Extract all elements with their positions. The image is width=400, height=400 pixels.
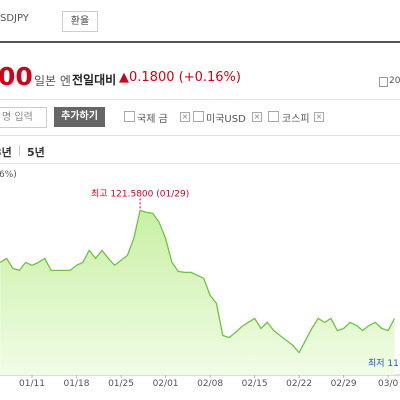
divider [0, 99, 400, 100]
min-label: 최저 11 [368, 358, 399, 369]
separator [19, 145, 20, 156]
divider [0, 135, 400, 136]
x-tick-label: 02/01 [153, 379, 179, 389]
line [0, 209, 396, 354]
price: 00 [0, 62, 33, 91]
checkbox[interactable] [124, 111, 135, 122]
checkbox[interactable] [268, 111, 279, 122]
remove-icon[interactable]: × [252, 112, 262, 122]
period-tab[interactable]: 3년 [0, 146, 12, 159]
x-tick-label: 01/25 [108, 379, 134, 389]
x-tick-label: 02/29 [331, 379, 357, 389]
change: ▲0.1800 (+0.16%) [119, 70, 241, 85]
change-label: 전일대비 [72, 73, 117, 87]
x-tick-label: 03/0 [378, 379, 398, 389]
divider [0, 41, 400, 43]
remove-icon[interactable]: × [180, 112, 190, 122]
x-tick-label: 02/08 [197, 379, 223, 389]
x-tick-label: 01/18 [64, 379, 90, 389]
remove-icon[interactable]: × [314, 112, 324, 122]
divider [0, 163, 400, 164]
search-input[interactable]: 명 입력 [0, 107, 47, 128]
unit: 일본 엔 [34, 74, 71, 88]
icon [379, 77, 388, 87]
symbol: SDJPY [0, 13, 29, 24]
add-button[interactable]: 추가하기 [54, 107, 105, 127]
x-tick-label: 02/15 [242, 379, 268, 389]
tab-button[interactable]: 환율 [62, 11, 98, 32]
x-tick-label: 01/11 [19, 379, 45, 389]
compare-item: 코스피 [282, 114, 310, 125]
chart-note: 6%) [0, 170, 17, 180]
compare-item: 미국USD [206, 114, 246, 125]
x-tick-label: 02/22 [286, 379, 312, 389]
area-fill [0, 210, 395, 375]
date: 20 [389, 76, 400, 86]
checkbox[interactable] [193, 111, 204, 122]
max-label: 최고 121.5800 (01/29) [91, 188, 189, 199]
compare-item: 국제 금 [137, 114, 168, 125]
period-tab[interactable]: 5년 [27, 146, 45, 159]
